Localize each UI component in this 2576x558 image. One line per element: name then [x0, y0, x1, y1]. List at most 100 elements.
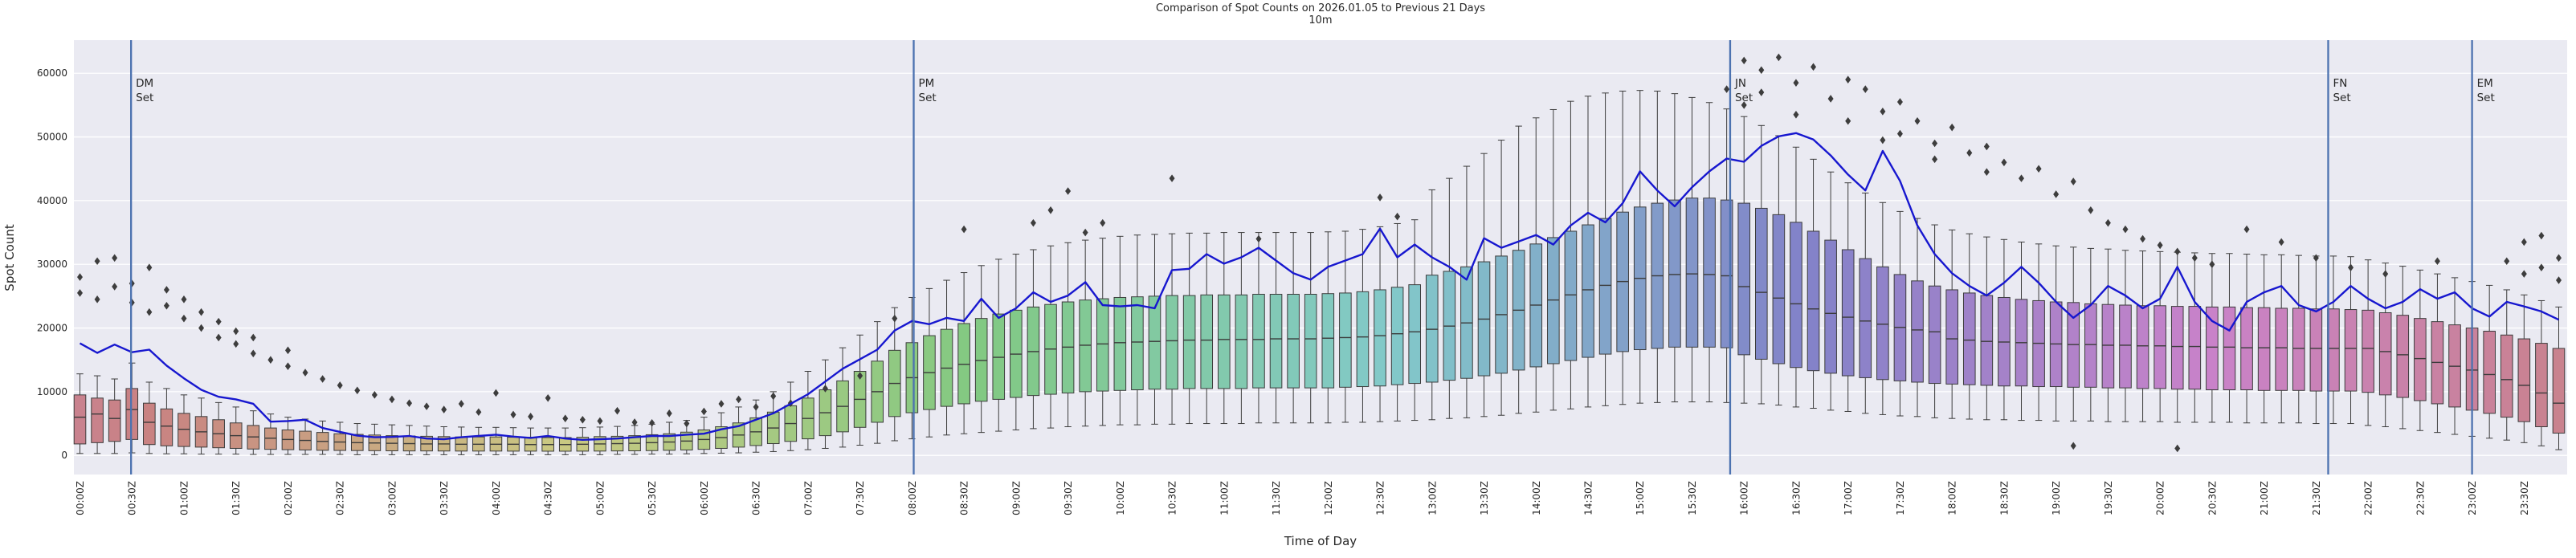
y-axis-label: Spot Count [2, 224, 17, 291]
iqr-box [1685, 198, 1699, 348]
box-1350Z [1512, 125, 1525, 414]
y-tick-label: 60000 [37, 67, 67, 79]
outlier-diamond [961, 225, 967, 234]
outlier-diamond [476, 408, 482, 417]
x-tick-label: 20:00Z [2155, 481, 2166, 515]
box-0540Z [663, 422, 676, 455]
box-2100Z [2257, 254, 2271, 424]
outlier-diamond [406, 399, 413, 407]
box-1150Z [1304, 232, 1317, 424]
y-tick-label: 20000 [37, 323, 67, 334]
box-1200Z [1321, 231, 1335, 424]
event-label-pm-set-line1: PM [919, 77, 935, 90]
iqr-box [73, 394, 87, 445]
outlier-diamond [250, 349, 256, 358]
outlier-diamond [1896, 98, 1903, 106]
box-0000Z [73, 373, 87, 454]
x-tick-label: 10:30Z [1167, 481, 1178, 515]
x-tick-label: 05:00Z [594, 481, 606, 515]
outlier-diamond [1758, 66, 1765, 75]
x-tick-label: 00:00Z [75, 481, 86, 515]
outlier-diamond [1793, 79, 1799, 87]
outlier-diamond [666, 409, 672, 417]
outlier-diamond [441, 405, 447, 413]
iqr-box [2362, 309, 2374, 393]
outlier-diamond [2191, 254, 2198, 263]
y-tick-label: 30000 [37, 259, 67, 270]
iqr-box [1737, 202, 1751, 356]
box-0630Z [749, 399, 762, 453]
outlier-diamond [2538, 231, 2545, 240]
box-1730Z [1893, 210, 1907, 417]
box-1620Z [1772, 135, 1786, 406]
x-tick-label: 22:00Z [2363, 481, 2374, 515]
iqr-box [2517, 338, 2531, 422]
box-1050Z [1200, 232, 1214, 425]
box-1950Z [2136, 250, 2149, 422]
outlier-diamond [2157, 241, 2163, 250]
outlier-diamond [2001, 158, 2007, 167]
box-1210Z [1339, 230, 1352, 423]
box-2110Z [2275, 254, 2288, 424]
iqr-box [178, 413, 190, 447]
iqr-box [2119, 304, 2132, 389]
outlier-diamond [1983, 168, 1990, 177]
event-label-jn-set-line1: JN [1734, 77, 1746, 90]
iqr-box [1356, 291, 1370, 388]
iqr-box [2378, 312, 2392, 396]
box-1800Z [1945, 229, 1958, 419]
y-tick-label: 10000 [37, 386, 67, 397]
box-1630Z [1790, 146, 1802, 408]
box-0330Z [437, 426, 451, 455]
outlier-diamond [284, 362, 291, 370]
iqr-box [1425, 275, 1439, 383]
iqr-box [2344, 309, 2358, 392]
iqr-box [1131, 296, 1144, 390]
box-0420Z [524, 427, 537, 455]
outlier-diamond [215, 333, 222, 342]
plot-area [74, 40, 2567, 475]
x-tick-label: 07:30Z [855, 481, 866, 515]
x-tick-label: 10:00Z [1115, 481, 1126, 515]
outlier-diamond [2122, 225, 2129, 234]
outlier-diamond [1862, 85, 1868, 93]
box-1240Z [1390, 222, 1404, 422]
outlier-diamond [112, 254, 118, 263]
iqr-box [2136, 305, 2149, 389]
box-1520Z [1668, 93, 1681, 403]
iqr-box [2223, 306, 2236, 390]
outlier-diamond [198, 324, 205, 332]
box-1640Z [1806, 158, 1820, 409]
box-1120Z [1252, 232, 1265, 424]
outlier-diamond [77, 289, 83, 297]
iqr-box [992, 313, 1006, 400]
iqr-box [1755, 207, 1768, 360]
box-0410Z [507, 427, 520, 455]
box-0740Z [871, 321, 884, 444]
box-1220Z [1356, 229, 1370, 423]
box-2210Z [2378, 263, 2392, 428]
x-tick-label: 00:30Z [127, 481, 138, 515]
outlier-diamond [1169, 174, 1175, 182]
outlier-diamond [597, 417, 603, 426]
box-1110Z [1235, 232, 1248, 425]
box-2340Z [2535, 299, 2548, 446]
outlier-diamond [562, 414, 569, 422]
box-1530Z [1685, 96, 1699, 403]
box-0910Z [1027, 249, 1040, 430]
iqr-box [2275, 308, 2288, 391]
outlier-diamond [320, 375, 326, 383]
outlier-diamond [1914, 116, 1921, 125]
x-tick-label: 19:30Z [2103, 481, 2114, 515]
x-tick-label: 01:00Z [178, 481, 190, 515]
iqr-box [1962, 292, 1976, 385]
box-1600Z [1737, 116, 1751, 404]
outlier-diamond [857, 372, 863, 380]
outlier-diamond [1896, 129, 1903, 138]
y-tick-labels: 0 10000 20000 30000 40000 50000 60000 [37, 67, 67, 461]
box-0640Z [766, 391, 780, 452]
box-1540Z [1703, 102, 1716, 403]
x-tick-label: 09:30Z [1063, 481, 1074, 515]
outlier-diamond [1949, 123, 1955, 132]
box-0110Z [194, 397, 208, 455]
